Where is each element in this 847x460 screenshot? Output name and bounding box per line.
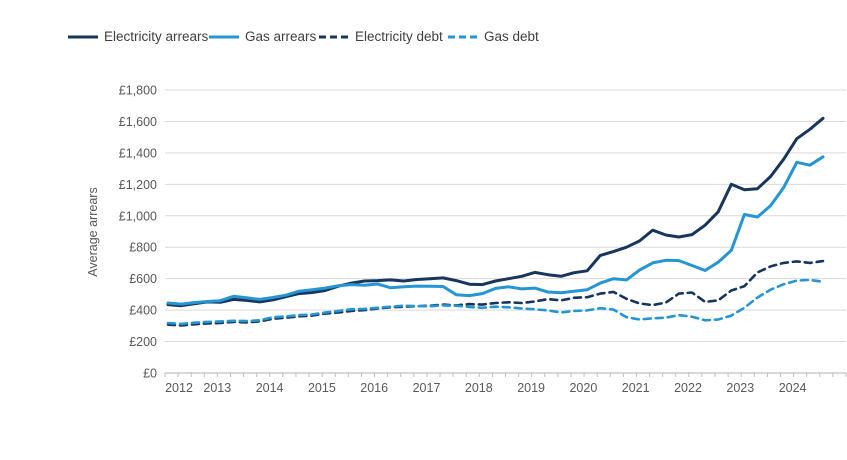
legend-item-gas-debt: Gas debt (447, 27, 539, 47)
x-tick-label: 2012 (165, 381, 193, 395)
y-tick-label: £1,800 (119, 84, 157, 98)
chart-legend: Electricity arrears Gas arrears Electric… (0, 27, 847, 47)
y-tick-label: £0 (143, 367, 157, 381)
y-tick-label: £1,400 (119, 146, 157, 160)
x-tick-label: 2022 (674, 381, 702, 395)
x-tick-label: 2017 (413, 381, 441, 395)
y-tick-label: £800 (129, 241, 157, 255)
x-tick-label: 2019 (517, 381, 545, 395)
y-tick-label: £1,600 (119, 115, 157, 129)
series-line-gas-debt (166, 278, 825, 326)
y-axis-title: Average arrears (86, 187, 100, 276)
legend-line-sample (448, 35, 478, 39)
x-tick-label: 2021 (622, 381, 650, 395)
legend-line-sample (319, 35, 349, 39)
y-tick-label: £600 (129, 272, 157, 286)
y-tick-label: £1,000 (119, 209, 157, 223)
legend-label: Gas arrears (245, 29, 317, 44)
legend-label: Electricity arrears (104, 29, 209, 44)
legend-label: Electricity debt (355, 29, 443, 44)
legend-item-electricity-arrears: Electricity arrears (67, 27, 208, 47)
legend-item-gas-arrears: Gas arrears (208, 27, 316, 47)
y-tick-label: £1,200 (119, 178, 157, 192)
x-tick-label: 2015 (308, 381, 336, 395)
series-line-electricity-debt (166, 259, 825, 327)
x-tick-label: 2024 (779, 381, 807, 395)
y-tick-label: £200 (129, 335, 157, 349)
legend-line-sample (68, 35, 98, 39)
x-tick-label: 2018 (465, 381, 493, 395)
legend-label: Gas debt (484, 29, 539, 44)
x-tick-label: 2023 (726, 381, 754, 395)
x-tick-label: 2013 (203, 381, 231, 395)
legend-item-electricity-debt: Electricity debt (318, 27, 443, 47)
series-line-gas-arrears (166, 155, 825, 306)
series-line-electricity-arrears (166, 116, 825, 308)
legend-line-sample (209, 35, 239, 39)
y-tick-label: £400 (129, 304, 157, 318)
x-tick-label: 2016 (360, 381, 388, 395)
x-tick-label: 2014 (256, 381, 284, 395)
x-tick-label: 2020 (569, 381, 597, 395)
